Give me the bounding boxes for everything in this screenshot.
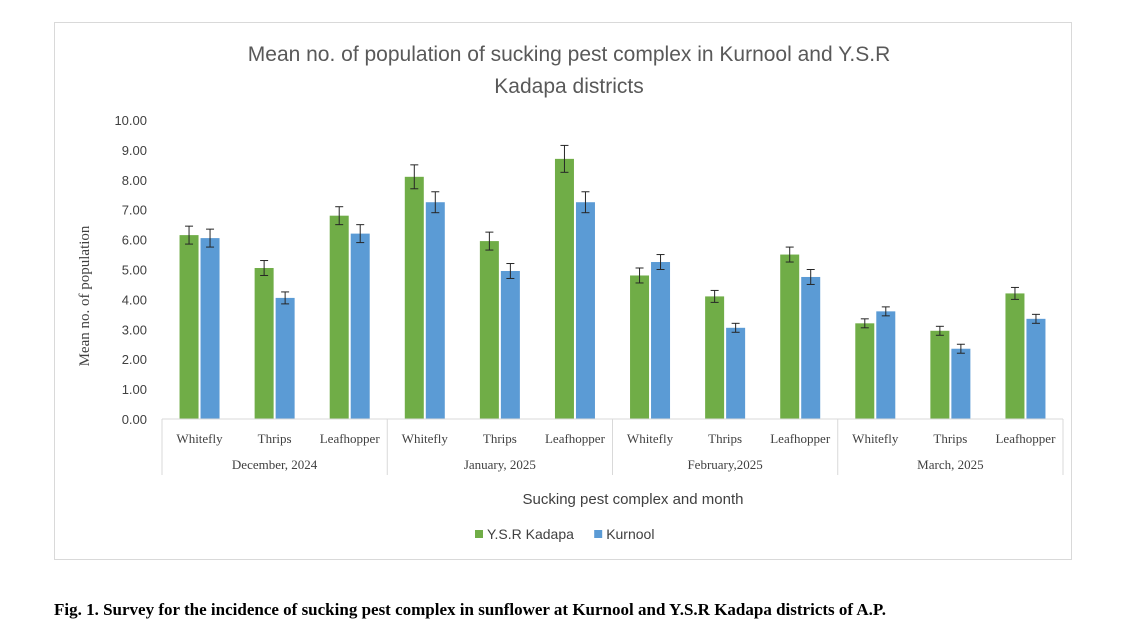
x-category-label: Leafhopper	[995, 431, 1056, 446]
bars	[179, 144, 1046, 419]
bar	[329, 215, 349, 419]
y-tick-label: 5.00	[122, 263, 147, 278]
y-tick-label: 9.00	[122, 143, 147, 158]
bar	[855, 323, 875, 419]
bar	[951, 348, 971, 419]
legend-swatch	[475, 530, 483, 538]
figure-caption: Fig. 1. Survey for the incidence of suck…	[54, 600, 886, 619]
bar	[500, 270, 520, 419]
bar	[275, 297, 295, 419]
bar	[575, 202, 595, 419]
legend-label: Kurnool	[606, 526, 654, 542]
bar	[179, 235, 199, 419]
y-axis: 0.00 1.00 2.00 3.00 4.00 5.00 6.00 7.00 8.00 9.00…	[114, 113, 147, 427]
y-tick-label: 2.00	[122, 352, 147, 367]
x-category-label: Whitefly	[402, 431, 449, 446]
bar	[404, 176, 424, 419]
x-category-label: Whitefly	[627, 431, 674, 446]
y-tick-label: 4.00	[122, 292, 147, 307]
y-tick-label: 7.00	[122, 203, 147, 218]
x-group-label: February,2025	[687, 457, 762, 472]
bar	[651, 262, 671, 419]
chart-area: Mean no. of population of sucking pest c…	[54, 22, 1072, 560]
bar	[726, 327, 746, 419]
x-group-label: March, 2025	[917, 457, 983, 472]
x-group-label: December, 2024	[232, 457, 318, 472]
bar	[630, 275, 650, 419]
bar	[705, 296, 725, 419]
y-tick-label: 3.00	[122, 322, 147, 337]
bar	[801, 276, 821, 419]
bar	[200, 238, 220, 419]
x-category-label: Whitefly	[176, 431, 223, 446]
x-category-label: Thrips	[708, 431, 742, 446]
bar	[254, 268, 274, 419]
y-tick-label: 10.00	[114, 113, 147, 128]
y-tick-label: 0.00	[122, 412, 147, 427]
bar-chart: Mean no. of population of sucking pest c…	[77, 43, 1064, 542]
x-category-label: Thrips	[933, 431, 967, 446]
legend: Y.S.R Kadapa Kurnool	[475, 526, 654, 542]
bar	[780, 254, 800, 419]
bar	[554, 158, 574, 419]
bar	[1026, 318, 1046, 419]
x-category-label: Whitefly	[852, 431, 899, 446]
x-category-label: Thrips	[483, 431, 517, 446]
x-category-label: Leafhopper	[770, 431, 831, 446]
x-axis: Whitefly Thrips Leafhopper Whitefly Thrips Le…	[161, 418, 1064, 475]
bar	[1005, 293, 1025, 419]
y-axis-title: Mean no. of population	[77, 225, 93, 366]
bar	[930, 330, 950, 419]
y-tick-label: 1.00	[122, 382, 147, 397]
bar	[350, 233, 370, 419]
chart-title-line-2: Kadapa districts	[494, 75, 643, 98]
y-tick-label: 8.00	[122, 173, 147, 188]
x-category-label: Leafhopper	[320, 431, 381, 446]
x-category-label: Leafhopper	[545, 431, 606, 446]
legend-swatch	[594, 530, 603, 538]
x-group-label: January, 2025	[464, 457, 536, 472]
chart-title-line-1: Mean no. of population of sucking pest c…	[248, 43, 890, 66]
x-axis-title: Sucking pest complex and month	[523, 491, 744, 508]
x-category-label: Thrips	[258, 431, 292, 446]
bar	[479, 241, 499, 419]
bar	[876, 311, 896, 419]
y-tick-label: 6.00	[122, 233, 147, 248]
bar	[425, 202, 445, 419]
legend-label: Y.S.R Kadapa	[487, 526, 574, 542]
